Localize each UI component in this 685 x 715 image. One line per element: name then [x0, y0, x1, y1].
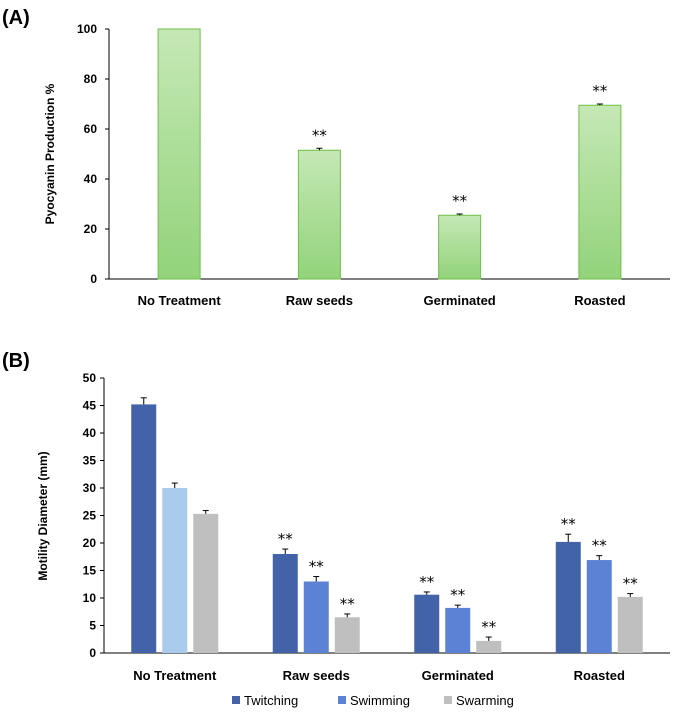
chart-a-significance-label: **	[592, 82, 608, 100]
chart-b-y-tick-label: 20	[83, 536, 97, 550]
chart-b-y-tick-label: 5	[89, 619, 96, 633]
chart-b-bar-swimming	[586, 560, 612, 653]
chart-a-bar	[438, 214, 482, 280]
chart-a-y-tick-label: 40	[84, 172, 98, 186]
chart-b-significance-label: **	[592, 537, 608, 555]
chart-a-significance-label: **	[452, 192, 468, 210]
chart-b-y-tick-label: 50	[83, 371, 97, 385]
chart-a-marks: 0 20 40 60 80 100 No Treatment ** Raw seeds ** Ger…	[77, 22, 670, 308]
chart-b-x-tick-label: Roasted	[574, 668, 625, 683]
chart-b-significance-label: **	[561, 515, 577, 533]
chart-b-y-tick-label: 30	[83, 481, 97, 495]
chart-b: (B) Motility Diameter (mm) 0 5 10 15 20 25 30 3…	[2, 350, 670, 708]
chart-a-x-tick-label: No Treatment	[138, 293, 222, 308]
chart-b-significance-label: **	[419, 573, 435, 591]
chart-b-significance-label: **	[481, 618, 497, 636]
chart-b-bar-swarming	[193, 513, 219, 653]
chart-b-bar-twitching	[272, 554, 298, 653]
chart-b-significance-label: **	[623, 575, 639, 593]
chart-a-y-tick-label: 100	[77, 22, 97, 36]
chart-a-y-tick-label: 80	[84, 72, 98, 86]
chart-a-bar	[297, 149, 341, 280]
chart-b-bar-twitching	[131, 404, 157, 653]
chart-b-significance-label: **	[278, 530, 294, 548]
panel-a-label: (A)	[2, 7, 30, 29]
chart-b-bar-swimming	[303, 581, 329, 653]
chart-b-marks: 0 5 10 15 20 25 30 35 40 45 50 No Treatment ** ** ** Ra…	[83, 371, 670, 683]
chart-a-x-tick-label: Raw seeds	[286, 293, 353, 308]
chart-b-y-tick-label: 45	[83, 399, 97, 413]
chart-b-y-tick-label: 0	[89, 646, 96, 660]
chart-b-y-tick-label: 25	[83, 509, 97, 523]
legend-swatch-swarming	[444, 696, 452, 704]
chart-a-y-tick-label: 20	[84, 222, 98, 236]
legend-label-swimming: Swimming	[350, 693, 410, 708]
chart-a-x-tick-label: Germinated	[424, 293, 496, 308]
chart-a-bar	[578, 104, 622, 280]
chart-a-y-tick-label: 0	[90, 272, 97, 286]
chart-a-bar	[157, 28, 201, 280]
legend-label-swarming: Swarming	[456, 693, 514, 708]
chart-b-x-tick-label: No Treatment	[133, 668, 217, 683]
panel-b-label: (B)	[2, 350, 30, 372]
chart-b-significance-label: **	[309, 558, 325, 576]
chart-b-y-tick-label: 15	[83, 564, 97, 578]
chart-b-x-tick-label: Raw seeds	[283, 668, 350, 683]
chart-b-bar-swimming	[162, 488, 188, 653]
chart-b-bar-swarming	[476, 640, 502, 653]
legend-label-twitching: Twitching	[244, 693, 298, 708]
chart-a-y-tick-label: 60	[84, 122, 98, 136]
legend-swatch-twitching	[232, 696, 240, 704]
chart-b-bar-swarming	[617, 596, 643, 653]
chart-b-y-axis-label: Motility Diameter (mm)	[36, 451, 50, 580]
chart-b-bar-twitching	[555, 541, 581, 653]
chart-b-bar-swarming	[334, 617, 360, 653]
chart-b-y-tick-label: 35	[83, 454, 97, 468]
chart-b-significance-label: **	[450, 586, 466, 604]
chart-a-y-axis-label: Pyocyanin Production %	[43, 83, 57, 224]
chart-b-significance-label: **	[340, 595, 356, 613]
chart-b-legend: Twitching Swimming Swarming	[232, 693, 514, 708]
chart-b-bar-twitching	[414, 594, 440, 653]
chart-a: (A) Pyocyanin Production % 0 20 40 60 80 100 N…	[2, 7, 670, 308]
chart-b-x-tick-label: Germinated	[422, 668, 494, 683]
chart-b-bar-swimming	[445, 607, 471, 653]
chart-b-y-tick-label: 40	[83, 426, 97, 440]
legend-swatch-swimming	[338, 696, 346, 704]
chart-a-significance-label: **	[312, 126, 328, 144]
chart-a-x-tick-label: Roasted	[574, 293, 625, 308]
chart-b-y-tick-label: 10	[83, 591, 97, 605]
